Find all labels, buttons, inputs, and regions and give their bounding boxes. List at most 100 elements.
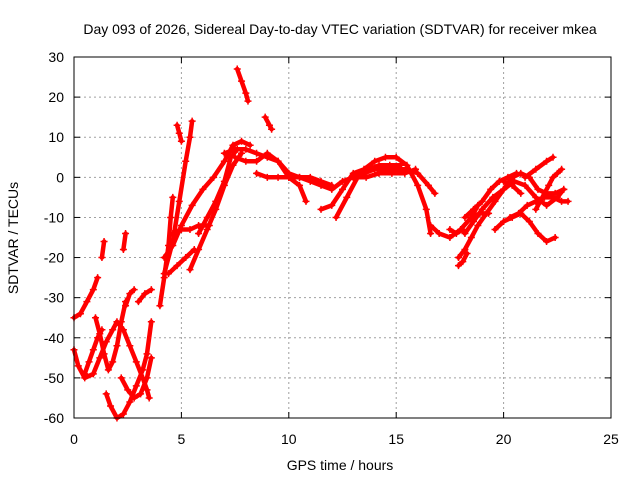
data-point-marker [339,177,346,185]
data-point-marker [261,113,269,121]
axis-ticks: 30 20 10 0 -10 -20 -30 -40 -50 -60 0 5 10 15 20 25 [44,49,619,447]
data-point-marker [328,201,336,209]
data-point-marker [461,246,469,254]
data-point-marker [478,197,486,205]
data-point-marker [349,173,357,181]
data-point-marker [117,374,125,382]
data-point-marker [203,225,211,233]
data-point-marker [130,394,138,402]
data-point-marker [476,209,484,217]
x-tick-label: 0 [70,431,78,447]
data-point-marker [212,197,220,205]
data-point-marker [203,213,211,221]
data-point-marker [74,362,82,370]
data-point-marker [375,169,383,177]
y-tick-label: -60 [44,410,64,426]
data-point-marker [238,137,246,145]
series-track-4 [91,298,130,374]
data-point-marker [210,173,218,181]
data-point-marker [506,213,514,221]
series-track-5 [102,318,155,422]
series-track-25 [233,65,252,105]
data-point-marker [253,157,261,165]
data-point-marker [500,185,508,193]
data-point-marker [489,193,497,201]
x-tick-label: 20 [496,431,512,447]
data-point-marker [253,169,261,177]
data-point-marker [89,346,97,354]
data-point-marker [134,298,142,306]
data-point-marker [96,330,104,338]
data-point-marker [238,77,246,85]
data-point-marker [231,153,239,161]
series-track-22 [317,153,435,237]
data-point-marker [463,250,471,258]
series-track-24 [349,165,420,181]
data-point-marker [414,181,422,189]
data-point-marker [186,225,194,233]
data-point-marker [306,173,314,181]
y-tick-label: -30 [44,290,64,306]
data-point-marker [130,286,138,294]
series-track-20 [231,149,310,205]
data-point-marker [558,165,566,173]
data-point-marker [386,161,394,169]
y-tick-label: -10 [44,209,64,225]
data-point-marker [265,121,273,129]
data-point-marker [403,161,411,169]
series-track-18 [195,145,241,237]
data-point-marker [246,141,254,149]
data-point-marker [233,65,241,73]
series-line [166,247,197,276]
grid [74,57,611,418]
data-point-marker [98,254,106,262]
data-point-marker [119,410,127,418]
y-tick-label: 30 [48,49,64,65]
series-track-2 [70,274,102,322]
data-point-marker [117,318,125,326]
data-point-marker [145,394,153,402]
series-track-13 [173,121,185,145]
data-point-marker [102,390,110,398]
data-point-marker [328,181,336,189]
data-point-marker [500,217,508,225]
data-point-marker [564,197,572,205]
chart-title: Day 093 of 2026, Sidereal Day-to-day VTE… [83,21,596,37]
data-point-marker [508,181,516,189]
data-point-marker [296,173,304,181]
data-point-marker [100,238,108,246]
data-point-marker [186,266,194,274]
data-point-marker [242,89,250,97]
data-point-marker [124,386,132,394]
data-point-marker [182,254,190,262]
data-point-marker [173,262,181,270]
data-point-marker [274,157,282,165]
data-point-marker [96,354,104,362]
data-point-marker [263,149,271,157]
series-line [262,114,274,132]
data-point-marker [122,302,130,310]
data-point-marker [253,149,261,157]
data-point-marker [364,165,372,173]
data-point-marker [549,193,557,201]
data-point-marker [165,270,173,278]
data-point-marker [220,177,228,185]
data-point-marker [220,157,228,165]
data-point-marker [491,197,499,205]
data-point-marker [500,177,508,185]
y-tick-label: 20 [48,89,64,105]
data-point-marker [388,169,396,177]
data-point-marker [343,193,351,201]
y-tick-label: -50 [44,370,64,386]
data-point-marker [143,386,151,394]
data-point-marker [549,173,557,181]
data-point-marker [107,402,115,410]
data-point-marker [467,234,475,241]
data-point-marker [89,370,97,378]
data-point-marker [109,326,117,334]
data-point-marker [263,173,271,181]
data-point-marker [461,213,469,221]
plot-frame [73,56,612,419]
series-track-33 [467,209,493,221]
data-point-marker [139,366,147,374]
